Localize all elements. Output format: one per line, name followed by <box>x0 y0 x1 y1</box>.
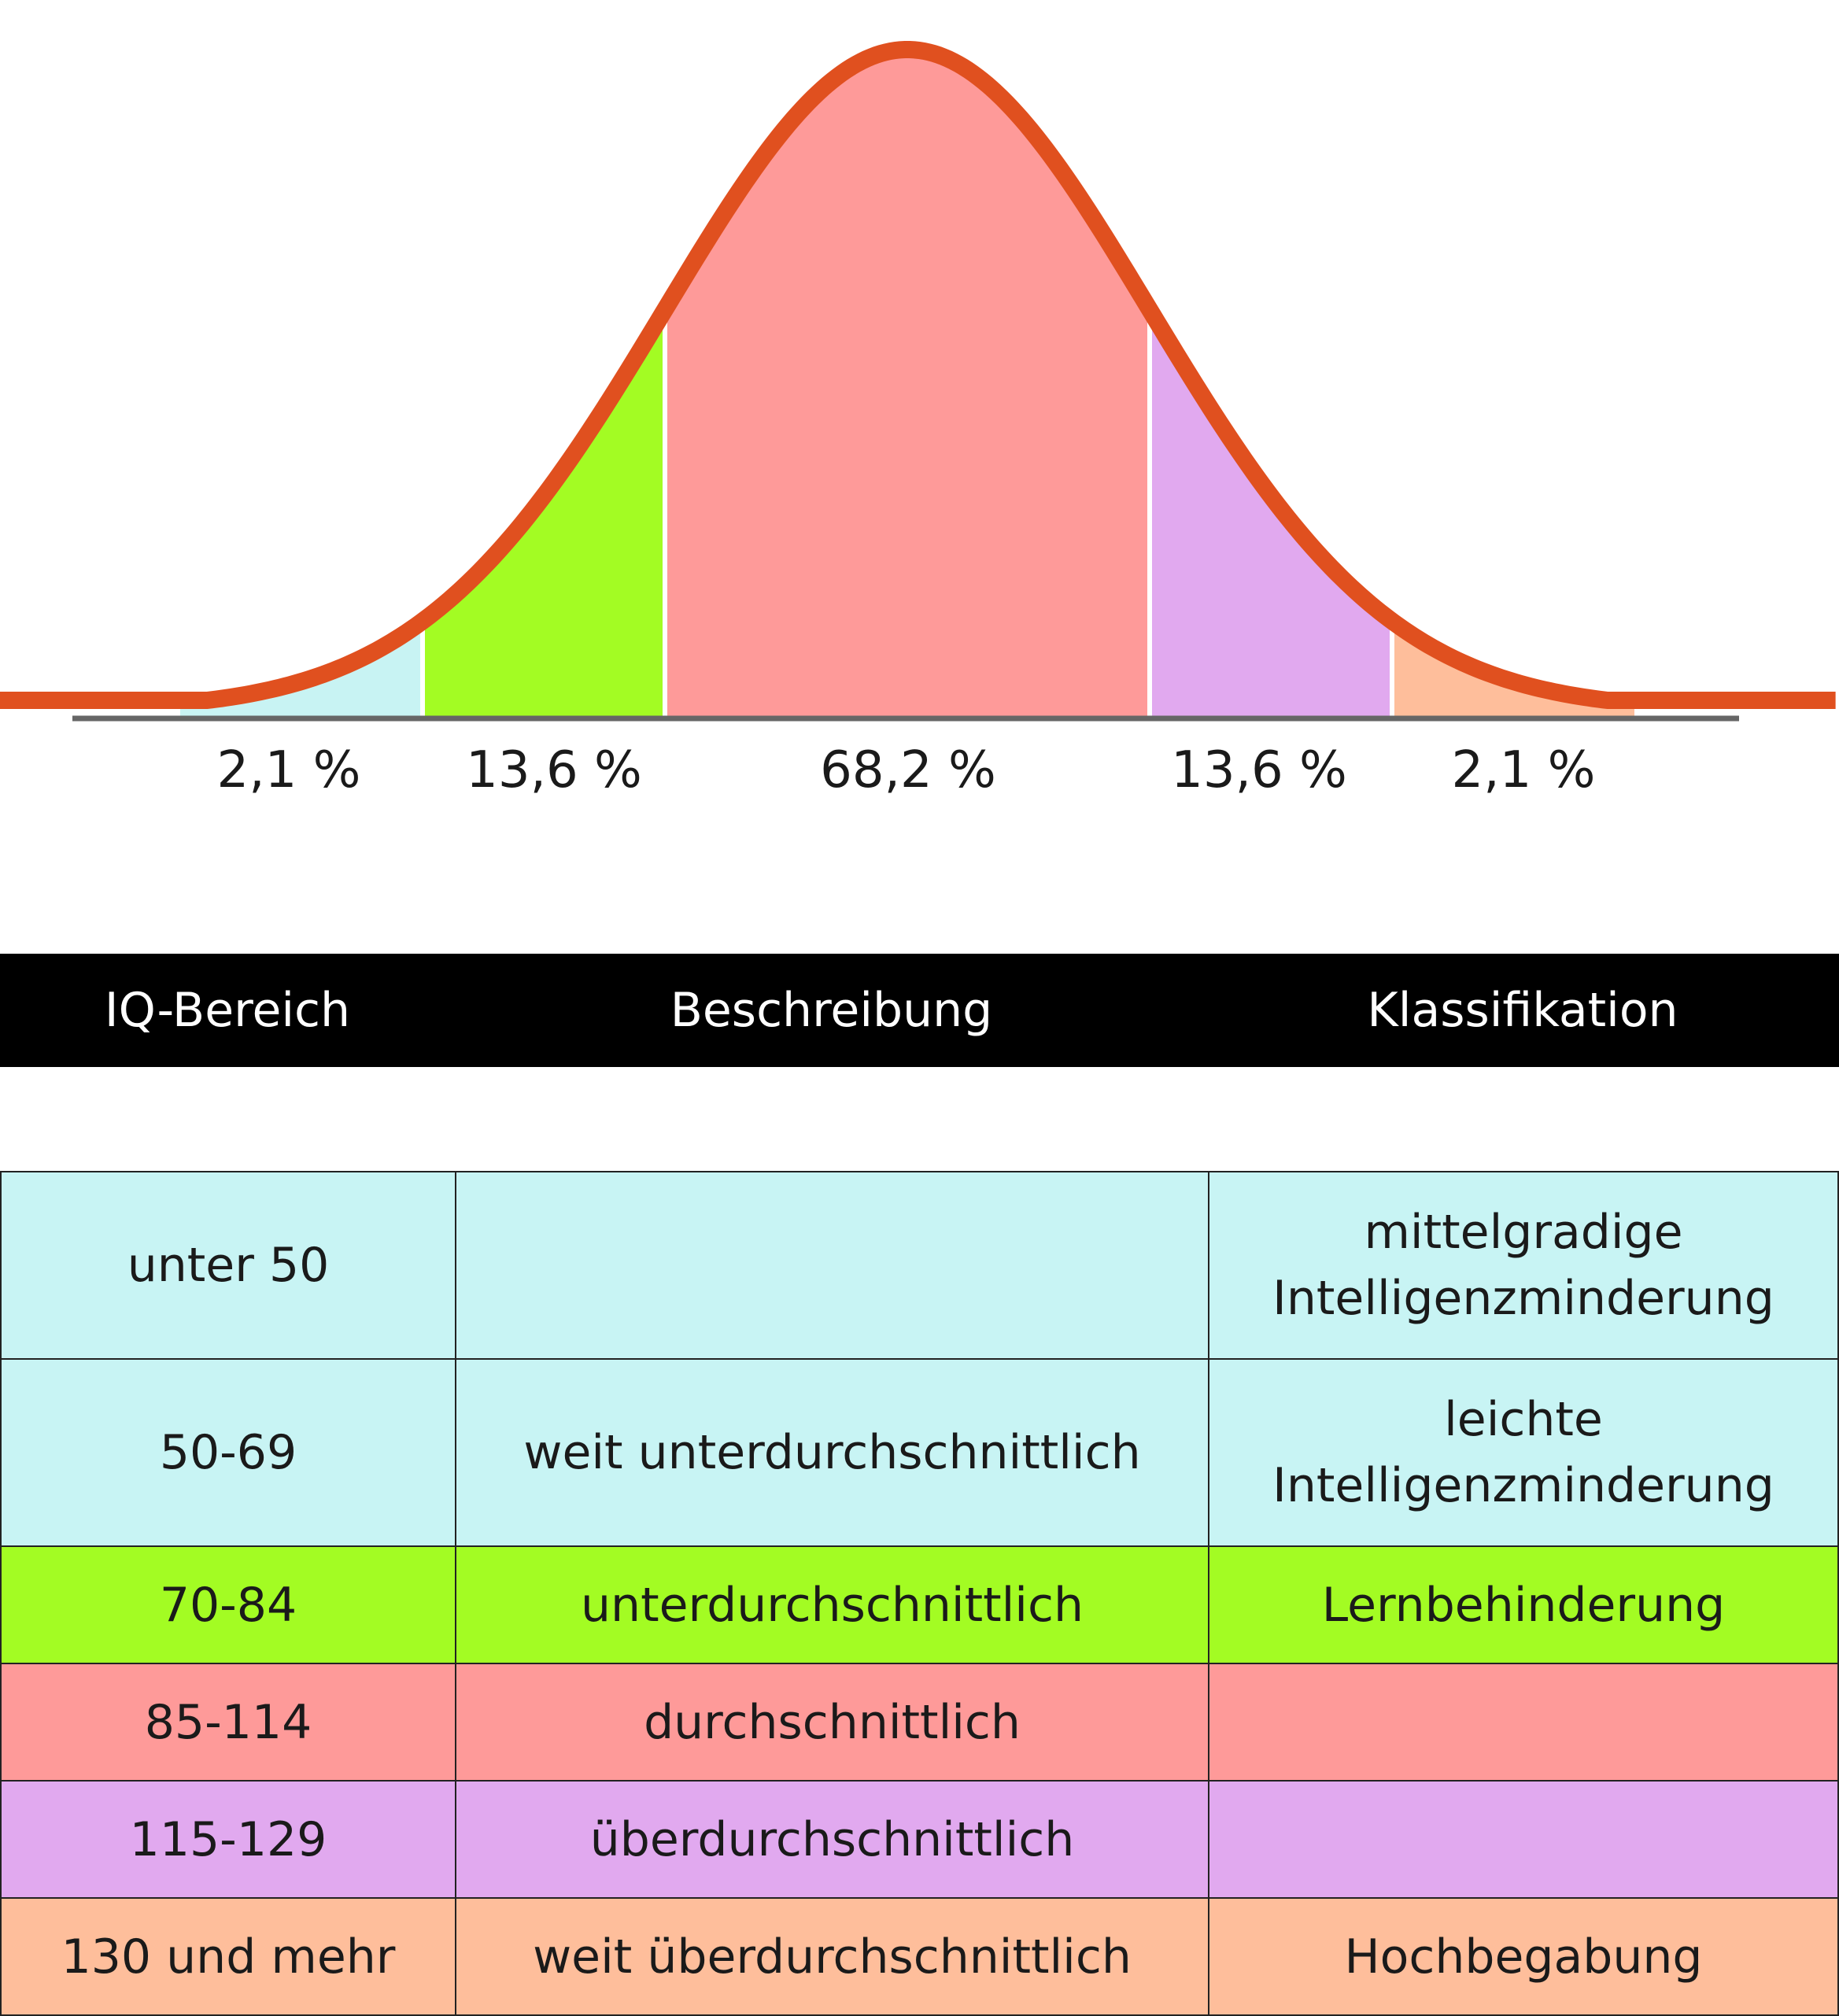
cell-description <box>455 1171 1209 1360</box>
classification-line: Lernbehinderung <box>1321 1577 1726 1633</box>
percentage-label: 13,6 % <box>1171 741 1347 799</box>
cell-description: weit überdurchschnittlich <box>455 1897 1209 2016</box>
table-row: 70-84 unterdurchschnittlich Lernbehinder… <box>0 1545 1839 1664</box>
cell-classification <box>1208 1663 1839 1782</box>
table-row: 115-129 überdurchschnittlich <box>0 1780 1839 1899</box>
cell-classification: Hochbegabung <box>1208 1897 1839 2016</box>
normal-curve <box>0 41 1836 709</box>
cell-description: durchschnittlich <box>455 1663 1209 1782</box>
cell-classification: mittelgradige Intelligenzminderung <box>1208 1171 1839 1360</box>
bell-curve-chart: 2,1 % 13,6 % 68,2 % 13,6 % 2,1 % <box>0 41 1836 799</box>
table-row: 85-114 durchschnittlich <box>0 1663 1839 1782</box>
iq-table: unter 50 mittelgradige Intelligenzminder… <box>0 1171 1839 2016</box>
classification-line: mittelgradige <box>1364 1205 1683 1260</box>
percentage-label: 2,1 % <box>1452 741 1596 799</box>
percentage-label: 68,2 % <box>820 741 996 799</box>
cell-classification <box>1208 1780 1839 1899</box>
cell-classification: Lernbehinderung <box>1208 1545 1839 1664</box>
table-row: 130 und mehr weit überdurchschnittlich H… <box>0 1897 1839 2016</box>
cell-range: 115-129 <box>0 1780 456 1899</box>
cell-range: 50-69 <box>0 1358 456 1547</box>
cell-description: überdurchschnittlich <box>455 1780 1209 1899</box>
header-classification: Klassifikation <box>1367 983 1678 1038</box>
segment-area <box>1392 621 1634 718</box>
table-row: unter 50 mittelgradige Intelligenzminder… <box>0 1171 1839 1360</box>
cell-classification: leichte Intelligenzminderung <box>1208 1358 1839 1547</box>
table-header: IQ-Bereich Beschreibung Klassifikation <box>0 954 1839 1067</box>
segment-area <box>665 50 1150 718</box>
cell-range: 130 und mehr <box>0 1897 456 2016</box>
cell-range: unter 50 <box>0 1171 456 1360</box>
header-iq-range: IQ-Bereich <box>104 983 351 1038</box>
cell-description: unterdurchschnittlich <box>455 1545 1209 1664</box>
segment-area <box>180 621 423 718</box>
classification-line: Intelligenzminderung <box>1272 1458 1774 1513</box>
percentage-label: 13,6 % <box>466 741 642 799</box>
cell-range: 85-114 <box>0 1663 456 1782</box>
table-row: 50-69 weit unterdurchschnittlich leichte… <box>0 1358 1839 1547</box>
classification-line: Intelligenzminderung <box>1272 1271 1774 1326</box>
cell-description: weit unterdurchschnittlich <box>455 1358 1209 1547</box>
header-description: Beschreibung <box>670 983 993 1038</box>
classification-line: leichte <box>1444 1392 1603 1447</box>
percentage-label: 2,1 % <box>217 741 361 799</box>
cell-range: 70-84 <box>0 1545 456 1664</box>
